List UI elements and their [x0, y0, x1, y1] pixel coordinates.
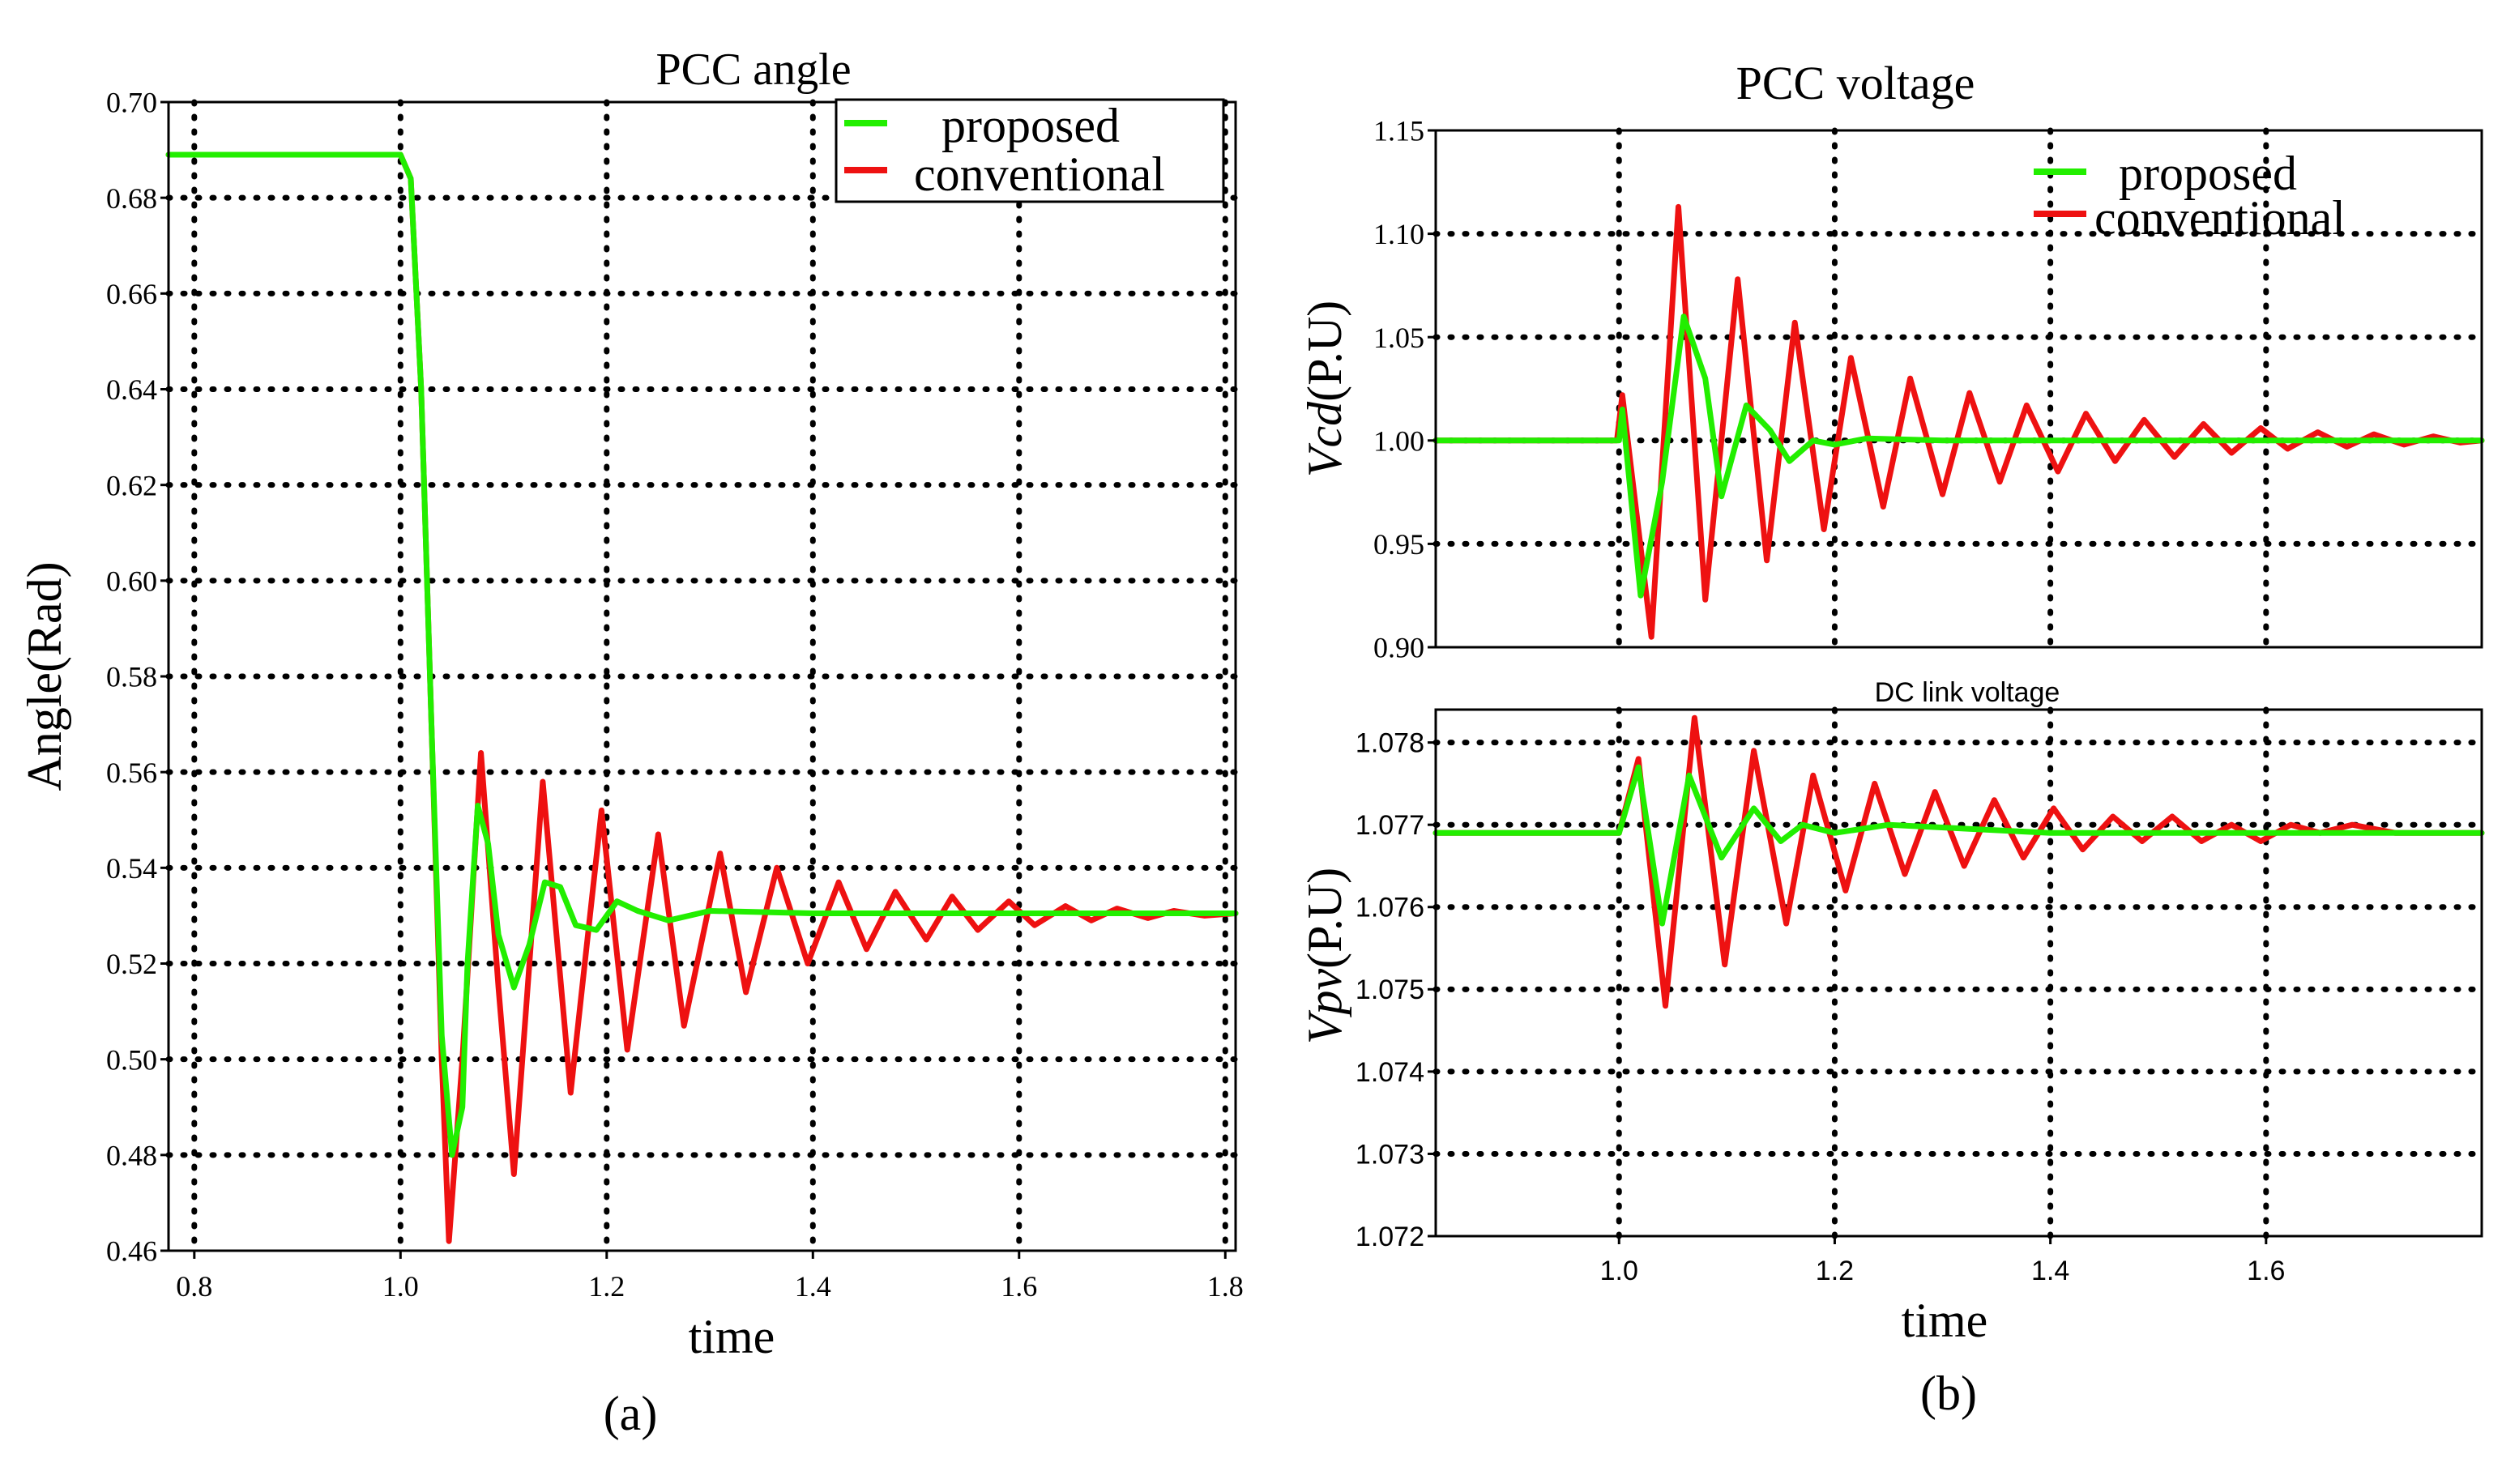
y-tick-label: 1.075	[1356, 974, 1424, 1005]
y-tick-labels: 0.90 0.95 1.00 1.05 1.10 1.15	[1373, 115, 1436, 664]
x-tick-label: 0.8	[176, 1270, 212, 1303]
x-tick-label: 1.2	[588, 1270, 625, 1303]
y-tick-label: 1.15	[1373, 115, 1424, 147]
y-axis-label: Vpv(P.U)	[1298, 868, 1351, 1044]
x-tick-label: 1.0	[1600, 1256, 1638, 1286]
series-line-conventional	[1432, 714, 2485, 1009]
series-group	[1432, 203, 2485, 640]
y-axis-symbol: Vcd	[1298, 401, 1351, 477]
x-tick-label: 1.0	[382, 1270, 419, 1303]
y-axis-label: Angle(Rad)	[18, 561, 71, 791]
series-line-conventional	[165, 151, 1239, 1244]
y-tick-labels: 0.46 0.48 0.50 0.52 0.54 0.56 0.58 0.60 0.62 0.64…	[106, 87, 169, 1268]
series-line-conventional	[1432, 203, 2485, 640]
y-tick-label: 0.66	[106, 278, 157, 310]
y-tick-label: 0.60	[106, 565, 157, 597]
x-tick-label: 1.2	[1816, 1256, 1854, 1286]
series-line-proposed	[165, 151, 1239, 1158]
x-axis-label: time	[1902, 1294, 1988, 1347]
y-tick-label: 0.48	[106, 1139, 157, 1171]
x-tick-label: 1.8	[1207, 1270, 1244, 1303]
y-axis-unit: (P.U)	[1298, 868, 1351, 969]
y-tick-label: 1.073	[1356, 1139, 1424, 1170]
pcc-voltage-chart: PCC voltage 0.90 0.95 1.00 1.05 1.10 1.15 Vcd…	[1298, 57, 2485, 664]
chart-title: PCC angle	[655, 45, 851, 95]
y-tick-label: 0.95	[1373, 528, 1424, 561]
y-tick-label: 0.50	[106, 1043, 157, 1076]
x-tick-label: 1.6	[1001, 1270, 1037, 1303]
legend-label-proposed: proposed	[941, 99, 1120, 152]
y-tick-label: 0.64	[106, 373, 157, 406]
y-tick-label: 1.072	[1356, 1222, 1424, 1252]
y-tick-label: 0.70	[106, 87, 157, 119]
legend-box	[835, 98, 1225, 203]
series-group	[165, 151, 1239, 1244]
legend: proposed conventional	[835, 98, 1225, 203]
y-axis-unit: (P.U)	[1298, 301, 1351, 402]
y-tick-label: 0.58	[106, 661, 157, 693]
y-tick-labels: 1.072 1.073 1.074 1.075 1.076 1.077 1.078	[1356, 728, 1436, 1252]
pcc-angle-chart: PCC angle 0.460.480.500.520.540.560.580.…	[18, 45, 1244, 1440]
y-tick-label: 1.076	[1356, 893, 1424, 923]
plot-frame	[1434, 708, 2483, 1238]
caption-a: (a)	[604, 1387, 658, 1440]
legend: proposed conventional	[2034, 147, 2346, 245]
y-axis-symbol: Vpv	[1298, 968, 1351, 1044]
y-tick-label: 1.077	[1356, 810, 1424, 841]
grid-lines	[1432, 706, 2485, 1239]
y-tick-label: 0.52	[106, 948, 157, 980]
y-tick-label: 1.00	[1373, 424, 1424, 457]
legend-label-conventional: conventional	[2094, 191, 2346, 245]
series-group	[1432, 714, 2485, 1009]
series-line-proposed	[1432, 764, 2485, 927]
y-tick-label: 0.68	[106, 182, 157, 215]
x-tick-label: 1.6	[2247, 1256, 2285, 1286]
grid-lines	[165, 99, 1239, 1254]
dc-link-voltage-chart: DC link voltage 1.0721.0731.0741.0751.07…	[1298, 677, 2485, 1420]
y-tick-label: 0.90	[1373, 632, 1424, 664]
x-tick-labels: 0.8 1.0 1.2 1.4 1.6 1.8	[176, 1251, 1244, 1303]
series-line-proposed	[1432, 313, 2485, 599]
chart-title: DC link voltage	[1875, 677, 2060, 708]
caption-b: (b)	[1920, 1367, 1977, 1420]
y-tick-label: 0.62	[106, 469, 157, 501]
y-tick-label: 1.10	[1373, 218, 1424, 250]
legend-label-conventional: conventional	[914, 147, 1165, 201]
legend-label-proposed: proposed	[2119, 147, 2297, 200]
y-tick-label: 1.078	[1356, 728, 1424, 759]
x-tick-label: 1.4	[2031, 1256, 2069, 1286]
y-tick-label: 0.46	[106, 1235, 157, 1268]
x-tick-label: 1.4	[795, 1270, 831, 1303]
chart-title: PCC voltage	[1736, 57, 1975, 109]
y-tick-label: 1.074	[1356, 1057, 1424, 1088]
y-tick-label: 0.54	[106, 852, 157, 885]
x-axis-label: time	[689, 1310, 775, 1363]
y-axis-label: Vcd(P.U)	[1298, 301, 1351, 477]
plot-frame	[1434, 129, 2483, 649]
x-tick-labels: 1.0 1.2 1.4 1.6	[1600, 1236, 2285, 1286]
y-tick-label: 1.05	[1373, 322, 1424, 354]
y-tick-label: 0.56	[106, 757, 157, 789]
